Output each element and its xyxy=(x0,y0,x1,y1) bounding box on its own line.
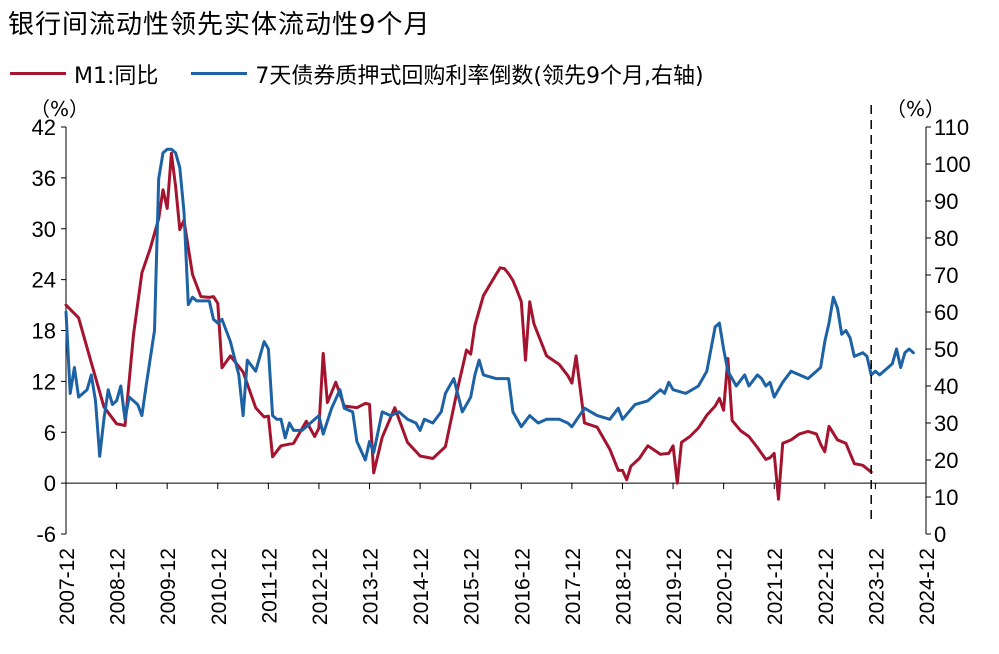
x-tick-label: 2016-12 xyxy=(511,548,534,625)
right-tick-label: 20 xyxy=(934,448,958,473)
right-tick-label: 10 xyxy=(934,485,958,510)
legend-label-m1: M1:同比 xyxy=(74,63,159,89)
left-tick-label: 0 xyxy=(44,471,56,496)
x-tick-label: 2022-12 xyxy=(815,548,838,625)
left-tick-label: 42 xyxy=(32,115,56,140)
chart-legend: M1:同比 7天债券质押式回购利率倒数(领先9个月,右轴) xyxy=(10,56,730,90)
chart-axes xyxy=(61,126,931,535)
x-tick-label: 2007-12 xyxy=(56,548,79,625)
x-tick-label: 2021-12 xyxy=(764,548,787,625)
x-tick-label: 2024-12 xyxy=(916,548,939,625)
right-axis-unit: （%） xyxy=(886,97,945,121)
chart-tick-labels: 42363024181260-6110100908070605040302010… xyxy=(32,115,971,625)
left-tick-label: 18 xyxy=(32,319,56,344)
left-tick-label: 24 xyxy=(32,268,56,293)
left-tick-label: 36 xyxy=(32,166,56,191)
x-tick-label: 2013-12 xyxy=(360,548,383,625)
legend-swatch-m1 xyxy=(10,72,66,75)
legend-item-repo-rate: 7天债券质押式回购利率倒数(领先9个月,右轴) xyxy=(191,58,704,90)
left-axis-unit: （%） xyxy=(30,97,89,121)
x-tick-label: 2020-12 xyxy=(714,548,737,625)
x-tick-label: 2023-12 xyxy=(865,548,888,625)
x-tick-label: 2019-12 xyxy=(663,548,686,625)
x-tick-label: 2009-12 xyxy=(157,548,180,625)
right-tick-label: 50 xyxy=(934,337,958,362)
x-tick-label: 2010-12 xyxy=(208,548,231,625)
left-tick-label: 6 xyxy=(44,420,56,445)
right-tick-label: 80 xyxy=(934,226,958,251)
series-line-m1 xyxy=(64,151,873,501)
right-tick-label: 40 xyxy=(934,374,958,399)
x-tick-label: 2014-12 xyxy=(410,548,433,625)
x-tick-label: 2012-12 xyxy=(309,548,332,625)
right-tick-label: 90 xyxy=(934,189,958,214)
legend-swatch-repo-rate xyxy=(191,72,248,75)
x-tick-label: 2015-12 xyxy=(461,548,484,625)
left-tick-label: 30 xyxy=(32,217,56,242)
x-tick-label: 2018-12 xyxy=(612,548,635,625)
legend-label-repo-rate: 7天债券质押式回购利率倒数(领先9个月,右轴) xyxy=(255,63,704,89)
left-tick-label: 12 xyxy=(32,369,56,394)
legend-item-m1: M1:同比 xyxy=(10,58,158,90)
right-tick-label: 60 xyxy=(934,300,958,325)
right-tick-label: 110 xyxy=(934,115,969,140)
x-tick-label: 2011-12 xyxy=(258,548,281,624)
x-tick-label: 2008-12 xyxy=(107,548,130,625)
right-tick-label: 70 xyxy=(934,263,958,288)
chart-series xyxy=(64,147,915,501)
right-tick-label: 30 xyxy=(934,411,958,436)
chart-title: 银行间流动性领先实体流动性9个月 xyxy=(8,10,431,40)
series-line-repo-rate xyxy=(64,147,915,462)
left-tick-label: -6 xyxy=(36,522,56,547)
right-tick-label: 0 xyxy=(934,522,946,547)
x-tick-label: 2017-12 xyxy=(562,548,585,625)
right-tick-label: 100 xyxy=(934,152,971,177)
